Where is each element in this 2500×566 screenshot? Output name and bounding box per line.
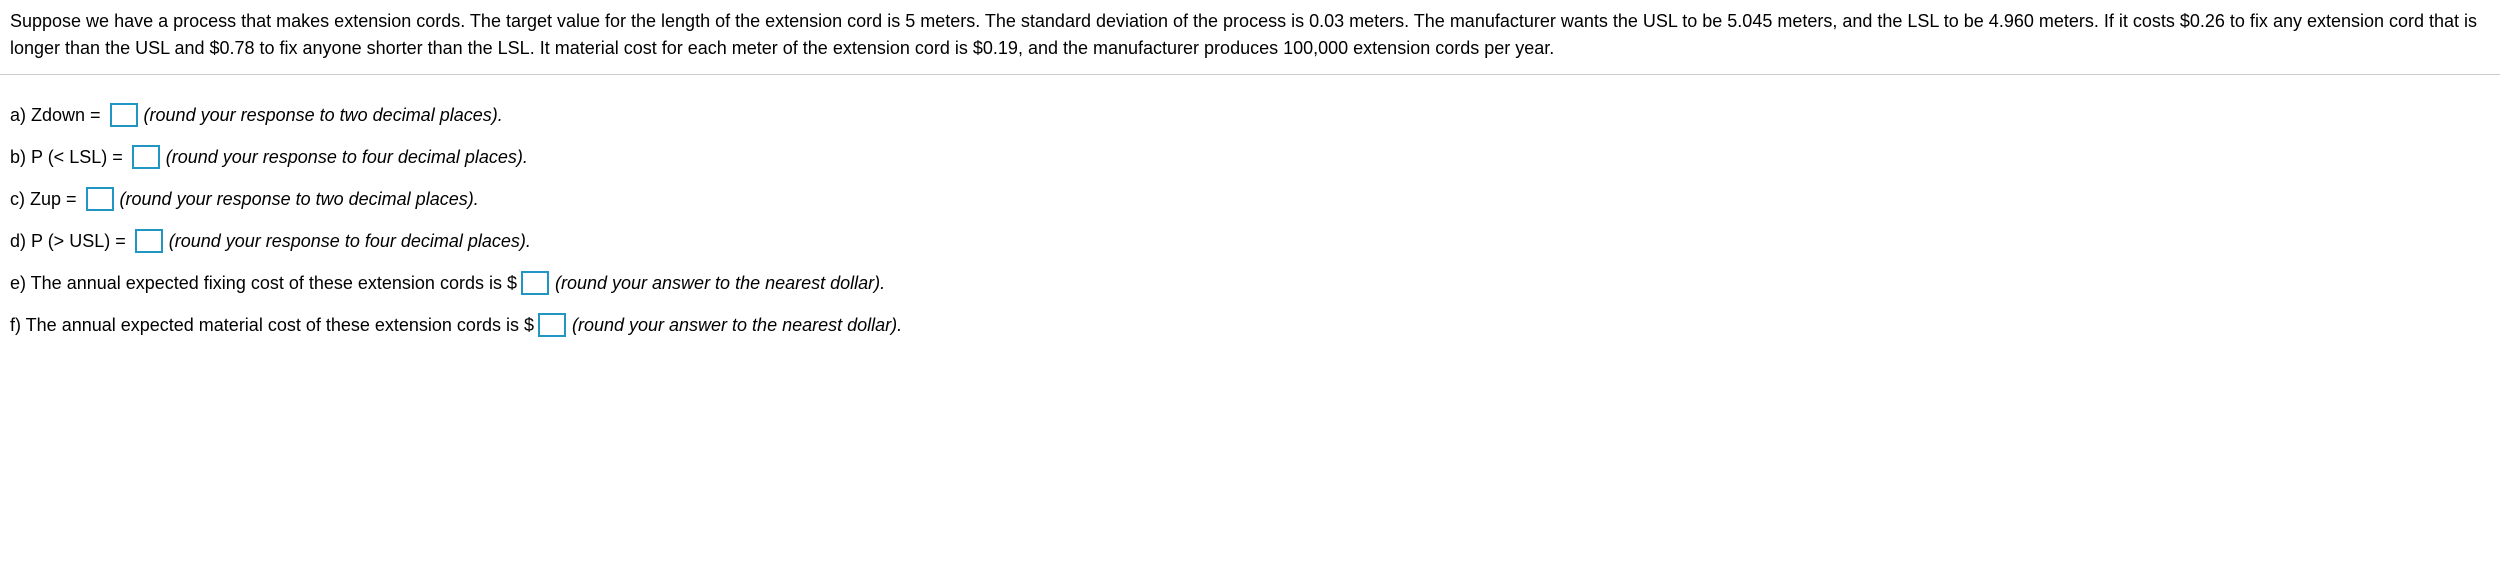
question-d-instruction: (round your response to four decimal pla… [169, 231, 531, 252]
fixing-cost-input[interactable] [521, 271, 549, 295]
question-f-prefix: f) The annual expected material cost of … [10, 315, 534, 336]
question-c: c) Zup = (round your response to two dec… [10, 187, 2490, 211]
question-d-prefix: d) P (> USL) = [10, 231, 131, 252]
question-a-prefix: a) Zdown = [10, 105, 106, 126]
question-f-instruction: (round your answer to the nearest dollar… [572, 315, 902, 336]
question-b-instruction: (round your response to four decimal pla… [166, 147, 528, 168]
p-less-lsl-input[interactable] [132, 145, 160, 169]
zdown-input[interactable] [110, 103, 138, 127]
material-cost-input[interactable] [538, 313, 566, 337]
problem-text: Suppose we have a process that makes ext… [10, 11, 2477, 58]
question-a-instruction: (round your response to two decimal plac… [144, 105, 503, 126]
zup-input[interactable] [86, 187, 114, 211]
question-c-prefix: c) Zup = [10, 189, 82, 210]
question-d: d) P (> USL) = (round your response to f… [10, 229, 2490, 253]
question-b: b) P (< LSL) = (round your response to f… [10, 145, 2490, 169]
problem-statement: Suppose we have a process that makes ext… [0, 0, 2500, 75]
question-e-instruction: (round your answer to the nearest dollar… [555, 273, 885, 294]
question-a: a) Zdown = (round your response to two d… [10, 103, 2490, 127]
question-f: f) The annual expected material cost of … [10, 313, 2490, 337]
question-e-prefix: e) The annual expected fixing cost of th… [10, 273, 517, 294]
questions-container: a) Zdown = (round your response to two d… [0, 75, 2500, 365]
question-b-prefix: b) P (< LSL) = [10, 147, 128, 168]
question-c-instruction: (round your response to two decimal plac… [120, 189, 479, 210]
p-greater-usl-input[interactable] [135, 229, 163, 253]
question-e: e) The annual expected fixing cost of th… [10, 271, 2490, 295]
